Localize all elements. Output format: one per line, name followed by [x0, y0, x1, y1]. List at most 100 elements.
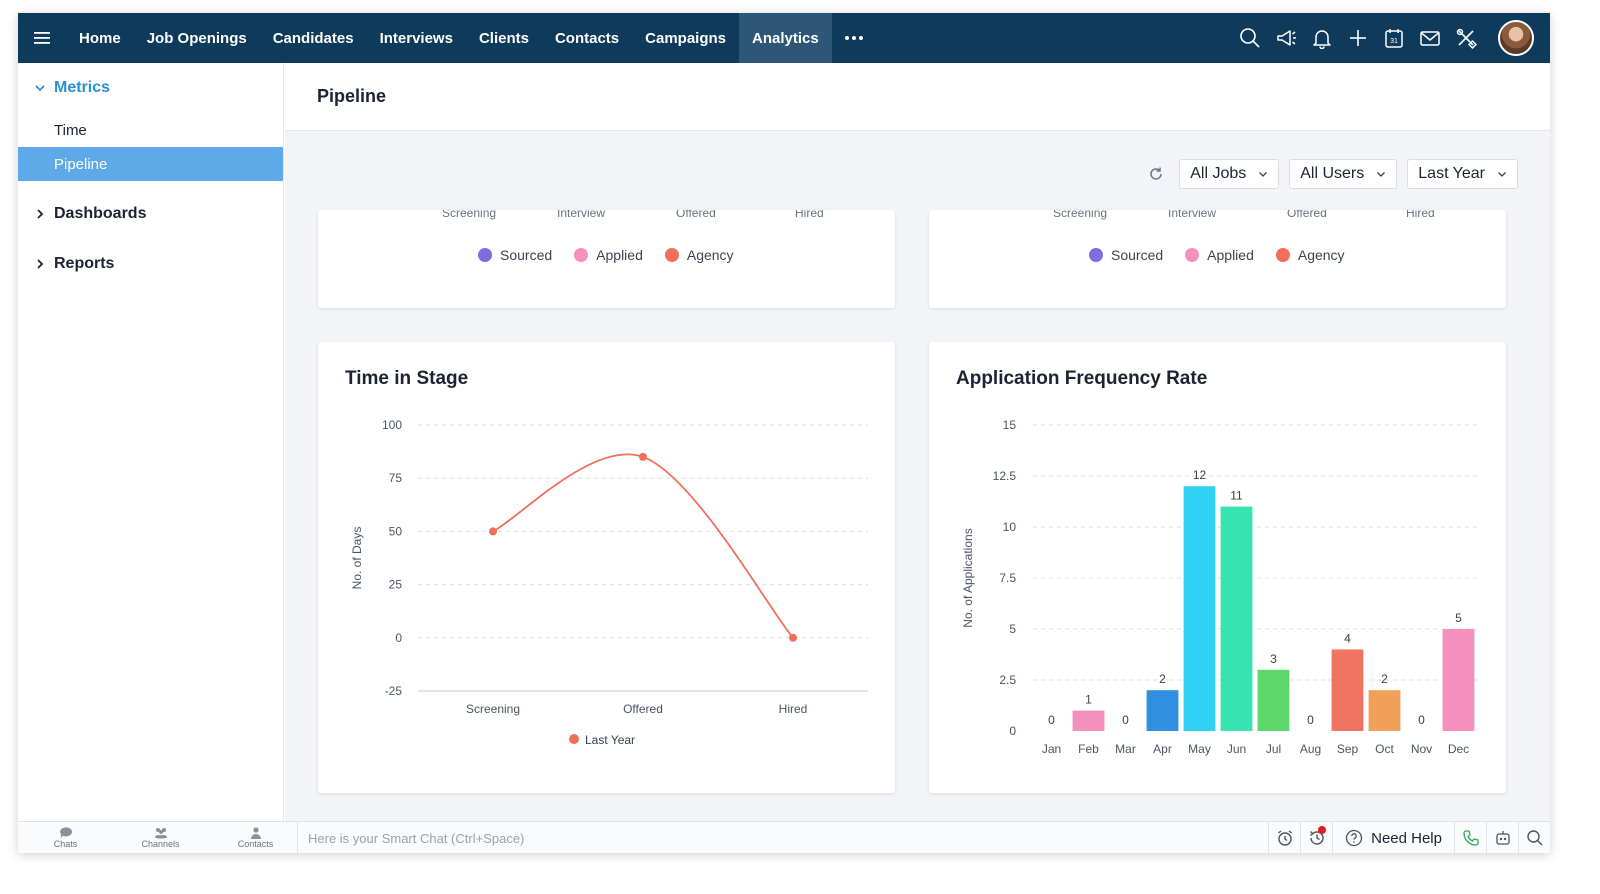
- y-tick-label: 0: [1009, 724, 1016, 738]
- axis-label-offered: Offered: [1287, 210, 1327, 220]
- bar-jul: [1257, 669, 1290, 731]
- data-label: 2: [1159, 672, 1166, 686]
- nav-clients[interactable]: Clients: [478, 29, 529, 47]
- user-avatar[interactable]: [1498, 20, 1534, 56]
- quick-create-button[interactable]: [1340, 13, 1376, 63]
- legend-label: Sourced: [1111, 247, 1164, 263]
- more-nav-button[interactable]: [832, 13, 876, 63]
- chevron-down-icon: [1377, 172, 1386, 177]
- hamburger-icon: [34, 32, 50, 44]
- legend-item-sourced[interactable]: Sourced: [1089, 247, 1163, 263]
- legend-item-sourced[interactable]: Sourced: [478, 247, 552, 263]
- data-label: 0: [1122, 713, 1129, 727]
- jobs-filter-select[interactable]: All Jobs: [1179, 159, 1280, 189]
- smart-chat-input[interactable]: Here is your Smart Chat (Ctrl+Space): [297, 822, 1272, 853]
- bar-apr: [1146, 690, 1179, 731]
- legend-dot: [574, 248, 589, 262]
- legend-item-agency[interactable]: Agency: [664, 247, 734, 263]
- app-window: Home Job Openings Candidates Interviews …: [18, 13, 1550, 853]
- axis-label-offered: Offered: [676, 210, 716, 220]
- x-tick-label: Jun: [1227, 742, 1246, 756]
- axis-label-hired: Hired: [795, 210, 824, 220]
- y-axis-title: No. of Applications: [961, 528, 975, 627]
- bottom-bar-actions: Need Help: [1268, 822, 1550, 853]
- phone-icon: [1462, 830, 1479, 846]
- nav-home[interactable]: Home: [79, 29, 121, 47]
- y-tick-label: 12.5: [993, 469, 1017, 483]
- bot-icon: [1495, 831, 1510, 845]
- nav-campaigns[interactable]: Campaigns: [645, 29, 726, 47]
- x-tick-label: Dec: [1448, 742, 1469, 756]
- sidebar-section-label: Metrics: [54, 79, 111, 96]
- sidebar-item-pipeline[interactable]: Pipeline: [18, 147, 283, 181]
- users-filter-select[interactable]: All Users: [1289, 159, 1398, 189]
- data-label: 12: [1193, 468, 1207, 482]
- legend-item-agency[interactable]: Agency: [1275, 247, 1345, 263]
- bar-sep: [1331, 649, 1364, 731]
- bot-button[interactable]: [1486, 822, 1518, 853]
- plus-icon: [1350, 30, 1366, 46]
- announcements-button[interactable]: [1268, 13, 1304, 63]
- bar-may: [1183, 486, 1216, 731]
- top-navigation-bar: Home Job Openings Candidates Interviews …: [18, 13, 1550, 63]
- sidebar-section-dashboards[interactable]: Dashboards: [18, 189, 283, 239]
- history-button[interactable]: [1300, 822, 1332, 853]
- mail-button[interactable]: [1412, 13, 1448, 63]
- calendar-button[interactable]: 31: [1376, 13, 1412, 63]
- legend-dot: [1275, 248, 1290, 262]
- calendar-day-text: 31: [1390, 38, 1398, 45]
- legend-dot: [1089, 248, 1103, 262]
- sidebar-item-time[interactable]: Time: [54, 121, 87, 139]
- x-tick-label: Screening: [466, 702, 520, 716]
- contacts-tab[interactable]: Contacts: [208, 822, 303, 854]
- y-axis-title: No. of Days: [350, 527, 364, 590]
- data-label: 0: [1307, 713, 1314, 727]
- page-title: Pipeline: [285, 63, 1550, 131]
- y-tick-label: 15: [1003, 418, 1017, 432]
- refresh-button[interactable]: [1143, 161, 1169, 187]
- bar-jun: [1220, 506, 1253, 731]
- legend-label: Agency: [686, 247, 734, 263]
- x-tick-label: Nov: [1411, 742, 1432, 756]
- channels-tab[interactable]: Channels: [113, 822, 208, 854]
- y-tick-label: 50: [389, 524, 403, 538]
- legend-item-applied[interactable]: Applied: [574, 247, 643, 263]
- nav-contacts[interactable]: Contacts: [554, 29, 620, 47]
- chevron-down-icon: [35, 85, 45, 92]
- menu-button[interactable]: [18, 13, 66, 63]
- sidebar-section-label: Reports: [54, 255, 115, 272]
- chart-title: Time in Stage: [345, 368, 469, 389]
- application-frequency-card: Application Frequency Rate 15 12.5 10 7.5 5 2…: [929, 342, 1506, 793]
- nav-interviews[interactable]: Interviews: [379, 29, 453, 47]
- sidebar-section-reports[interactable]: Reports: [18, 239, 283, 289]
- nav-candidates[interactable]: Candidates: [272, 29, 354, 47]
- search-button[interactable]: [1232, 13, 1268, 63]
- notifications-button[interactable]: [1304, 13, 1340, 63]
- data-point: [639, 452, 647, 461]
- y-tick-label: 2.5: [999, 673, 1016, 687]
- y-tick-label: 100: [382, 418, 402, 432]
- nav-job-openings[interactable]: Job Openings: [146, 29, 247, 47]
- chats-tab[interactable]: Chats: [18, 822, 113, 854]
- data-label: 0: [1048, 713, 1055, 727]
- data-label: 4: [1344, 631, 1351, 645]
- phone-button[interactable]: [1454, 822, 1486, 853]
- setup-button[interactable]: [1448, 13, 1484, 63]
- chart-legend: Sourced Applied Agency: [1089, 247, 1345, 263]
- chevron-right-icon: [37, 209, 44, 219]
- nav-analytics[interactable]: Analytics: [739, 13, 832, 63]
- person-icon: [250, 826, 261, 839]
- period-filter-select[interactable]: Last Year: [1407, 159, 1518, 189]
- bottom-search-button[interactable]: [1518, 822, 1550, 853]
- y-tick-label: -25: [385, 684, 403, 698]
- sidebar-section-metrics[interactable]: Metrics: [18, 63, 283, 113]
- axis-label-screening: Screening: [1053, 210, 1108, 220]
- alarm-button[interactable]: [1268, 822, 1300, 853]
- axis-label-screening: Screening: [442, 210, 497, 220]
- x-tick-label: Feb: [1078, 742, 1099, 756]
- sidebar-section-label: Dashboards: [54, 205, 147, 222]
- tools-icon: [1456, 28, 1477, 49]
- need-help-button[interactable]: Need Help: [1332, 822, 1454, 853]
- y-tick-label: 7.5: [999, 571, 1016, 585]
- legend-item-applied[interactable]: Applied: [1185, 247, 1254, 263]
